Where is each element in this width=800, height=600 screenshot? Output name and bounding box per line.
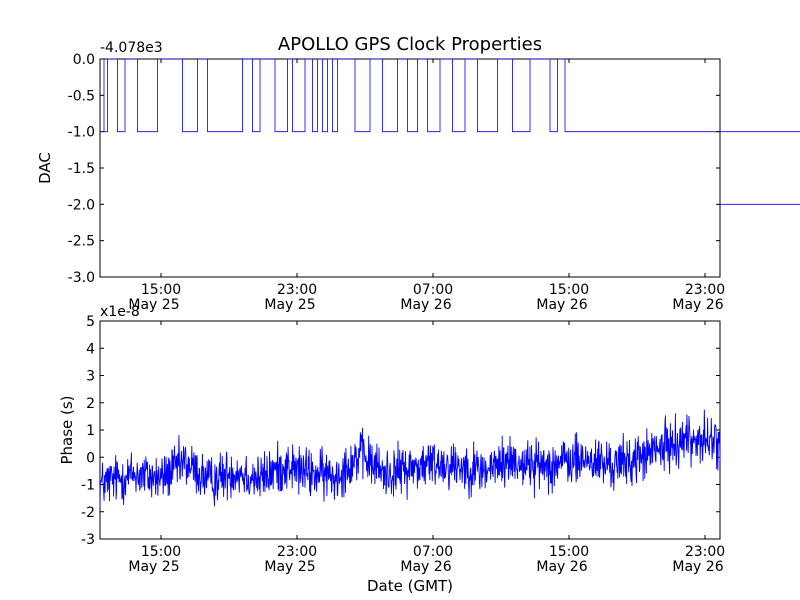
dac-y-tick-label: -0.5 xyxy=(68,88,95,104)
phase-x-tick-date-label: May 26 xyxy=(536,559,587,575)
dac-series-line-0 xyxy=(100,58,800,205)
phase-y-tick-label: 3 xyxy=(86,369,95,385)
phase-x-tick-date-label: May 26 xyxy=(400,559,451,575)
phase-x-tick-time-label: 07:00 xyxy=(413,544,453,560)
phase-x-tick-date-label: May 25 xyxy=(264,559,315,575)
phase-y-tick-label: -1 xyxy=(81,478,95,494)
dac-y-axis-label: DAC xyxy=(36,152,54,184)
dac-x-tick-date-label: May 25 xyxy=(264,297,315,313)
phase-y-tick-label: -2 xyxy=(81,505,95,521)
phase-x-tick-date-label: May 26 xyxy=(672,559,723,575)
phase-y-tick-label: 5 xyxy=(86,314,95,330)
dac-y-tick-label: -3.0 xyxy=(68,270,95,286)
phase-x-tick-date-label: May 25 xyxy=(128,559,179,575)
dac-x-tick-time-label: 15:00 xyxy=(549,282,589,298)
dac-y-tick-label: -2.5 xyxy=(68,234,95,250)
phase-series-layer xyxy=(99,409,721,508)
phase-y-tick-label: 4 xyxy=(86,341,95,357)
phase-y-axis-label: Phase (s) xyxy=(58,395,76,464)
chart-title: APOLLO GPS Clock Properties xyxy=(278,34,542,55)
phase-y-tick-label: 1 xyxy=(86,423,95,439)
phase-x-tick-time-label: 15:00 xyxy=(141,544,181,560)
dac-x-tick-time-label: 23:00 xyxy=(685,282,725,298)
dac-y-tick-label: -1.0 xyxy=(68,125,95,141)
dac-x-tick-time-label: 07:00 xyxy=(413,282,453,298)
dac-y-tick-label: -2.0 xyxy=(68,197,95,213)
dac-series-layer xyxy=(100,58,800,205)
phase-x-tick-time-label: 23:00 xyxy=(685,544,725,560)
phase-offset-label: x1e-8 xyxy=(100,304,140,320)
dac-x-tick-date-label: May 26 xyxy=(400,297,451,313)
phase-x-tick-time-label: 15:00 xyxy=(549,544,589,560)
dac-x-tick-date-label: May 26 xyxy=(536,297,587,313)
phase-y-tick-label: 0 xyxy=(86,450,95,466)
dac-x-tick-time-label: 23:00 xyxy=(277,282,317,298)
dac-y-tick-label: 0.0 xyxy=(73,52,95,68)
x-axis-label: Date (GMT) xyxy=(367,577,453,595)
dac-offset-label: -4.078e3 xyxy=(100,40,163,56)
dac-y-tick-label: -1.5 xyxy=(68,161,95,177)
phase-y-tick-label: 2 xyxy=(86,396,95,412)
phase-x-tick-time-label: 23:00 xyxy=(277,544,317,560)
phase-y-tick-label: -3 xyxy=(81,532,95,548)
dac-x-tick-time-label: 15:00 xyxy=(141,282,181,298)
dac-x-tick-date-label: May 25 xyxy=(128,297,179,313)
phase-series-line-0 xyxy=(99,409,721,508)
dac-x-tick-date-label: May 26 xyxy=(672,297,723,313)
phase-axes-frame xyxy=(99,320,721,540)
dac-axes-frame xyxy=(99,58,721,278)
